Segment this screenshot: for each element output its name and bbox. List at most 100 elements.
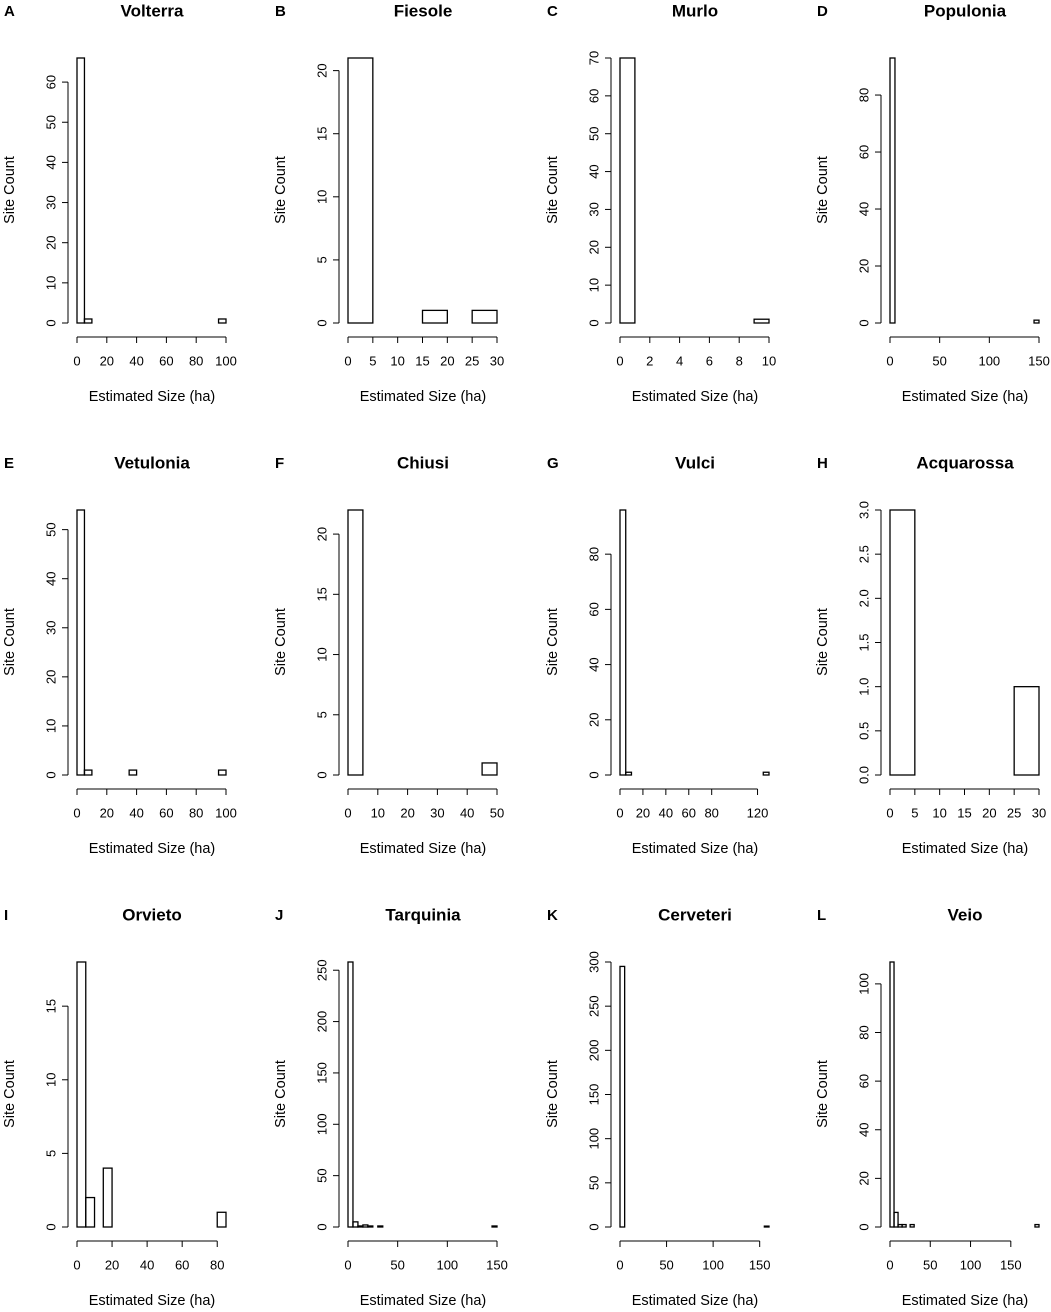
y-tick-label: 150 xyxy=(314,1062,329,1084)
panel: G Vulci Estimated Size (ha) Site Count 0 20 40… xyxy=(545,453,770,857)
bar xyxy=(216,1211,227,1228)
y-tick-label: 30 xyxy=(43,621,58,635)
y-tick-label: 30 xyxy=(43,195,58,209)
y-tick-label: 20 xyxy=(314,63,329,77)
y-tick-label: 150 xyxy=(586,1084,601,1106)
y-axis-label: Site Count xyxy=(2,156,18,224)
y-tick-label: 5 xyxy=(314,256,329,263)
y-tick-label: 20 xyxy=(856,1171,871,1185)
panel-letter: E xyxy=(4,455,14,472)
y-tick-label: 200 xyxy=(314,1011,329,1033)
y-tick-label: 20 xyxy=(314,527,329,541)
y-tick-label: 30 xyxy=(586,202,601,216)
x-axis-label: Estimated Size (ha) xyxy=(632,1293,759,1309)
y-tick-label: 200 xyxy=(586,1039,601,1061)
x-tick-label: 0 xyxy=(73,1257,80,1272)
x-tick-label: 60 xyxy=(159,353,173,368)
y-tick-label: 10 xyxy=(43,1073,58,1087)
x-tick-label: 60 xyxy=(682,805,696,820)
panel-letter: I xyxy=(4,907,8,924)
y-tick-label: 60 xyxy=(586,602,601,616)
bar xyxy=(909,1223,915,1228)
panel: J Tarquinia Estimated Size (ha) Site Count 0… xyxy=(273,905,508,1308)
y-axis-label: Site Count xyxy=(815,1060,831,1128)
bar xyxy=(217,769,227,776)
y-tick-label: 0.5 xyxy=(856,722,871,740)
bar xyxy=(352,1221,359,1228)
y-tick-label: 0 xyxy=(43,319,58,326)
x-tick-label: 25 xyxy=(1007,805,1021,820)
y-axis-label: Site Count xyxy=(273,1060,289,1128)
y-axis-label: Site Count xyxy=(2,608,18,676)
panel: E Vetulonia Estimated Size (ha) Site Count 0… xyxy=(2,453,237,856)
chart-title: Vetulonia xyxy=(114,453,190,472)
x-tick-label: 0 xyxy=(344,805,351,820)
x-tick-label: 25 xyxy=(465,353,479,368)
bar xyxy=(471,309,498,324)
bar xyxy=(347,509,364,776)
chart-title: Acquarossa xyxy=(916,453,1014,472)
panel-letter: B xyxy=(275,3,286,20)
y-tick-label: 100 xyxy=(586,1128,601,1150)
bar xyxy=(128,769,138,776)
x-tick-label: 30 xyxy=(490,353,504,368)
y-tick-label: 80 xyxy=(856,88,871,102)
x-tick-label: 0 xyxy=(616,353,623,368)
x-tick-label: 8 xyxy=(736,353,743,368)
bar xyxy=(1013,686,1040,776)
x-tick-label: 0 xyxy=(344,353,351,368)
x-tick-label: 100 xyxy=(215,353,237,368)
x-tick-label: 20 xyxy=(100,805,114,820)
y-tick-label: 15 xyxy=(314,587,329,601)
x-tick-label: 50 xyxy=(932,353,946,368)
panel: F Chiusi Estimated Size (ha) Site Count 0 10 2… xyxy=(273,453,504,856)
x-axis-label: Estimated Size (ha) xyxy=(902,1293,1029,1309)
x-axis-label: Estimated Size (ha) xyxy=(360,1293,487,1309)
bar xyxy=(625,771,633,776)
chart-title: Orvieto xyxy=(122,905,182,924)
x-tick-label: 100 xyxy=(960,1257,982,1272)
x-tick-label: 40 xyxy=(129,805,143,820)
y-tick-label: 60 xyxy=(43,75,58,89)
x-axis-label: Estimated Size (ha) xyxy=(89,389,216,405)
x-axis-label: Estimated Size (ha) xyxy=(902,841,1029,857)
x-tick-label: 40 xyxy=(140,1257,154,1272)
y-tick-label: 40 xyxy=(43,155,58,169)
x-tick-label: 100 xyxy=(978,353,1000,368)
x-tick-label: 10 xyxy=(932,805,946,820)
bar xyxy=(367,1225,374,1228)
bar xyxy=(362,1224,369,1228)
bar xyxy=(889,57,896,324)
y-axis-label: Site Count xyxy=(273,608,289,676)
y-tick-label: 2.0 xyxy=(856,589,871,607)
bar xyxy=(889,961,895,1228)
x-tick-label: 5 xyxy=(369,353,376,368)
y-axis-label: Site Count xyxy=(545,1060,561,1128)
y-tick-label: 250 xyxy=(586,995,601,1017)
chart-title: Volterra xyxy=(121,1,185,20)
x-tick-label: 80 xyxy=(189,805,203,820)
panel-letter: K xyxy=(547,907,558,924)
y-tick-label: 80 xyxy=(586,547,601,561)
y-axis-label: Site Count xyxy=(545,608,561,676)
y-tick-label: 300 xyxy=(586,951,601,973)
x-tick-label: 10 xyxy=(371,805,385,820)
panel: A Volterra Estimated Size (ha) Site Count 0 2… xyxy=(2,1,237,404)
y-tick-label: 0 xyxy=(586,319,601,326)
y-tick-label: 20 xyxy=(586,240,601,254)
bar xyxy=(83,318,93,324)
y-tick-label: 1.0 xyxy=(856,678,871,696)
x-tick-label: 150 xyxy=(749,1257,771,1272)
bar xyxy=(85,1196,96,1228)
y-tick-label: 100 xyxy=(314,1113,329,1135)
bar xyxy=(763,1225,770,1228)
x-axis-label: Estimated Size (ha) xyxy=(632,841,759,857)
bar xyxy=(893,1211,899,1228)
bar xyxy=(102,1167,113,1228)
panel-letter: J xyxy=(275,907,283,924)
y-tick-label: 40 xyxy=(856,202,871,216)
chart-title: Fiesole xyxy=(394,1,453,20)
y-tick-label: 60 xyxy=(856,1074,871,1088)
y-tick-label: 50 xyxy=(43,522,58,536)
x-tick-label: 4 xyxy=(676,353,683,368)
